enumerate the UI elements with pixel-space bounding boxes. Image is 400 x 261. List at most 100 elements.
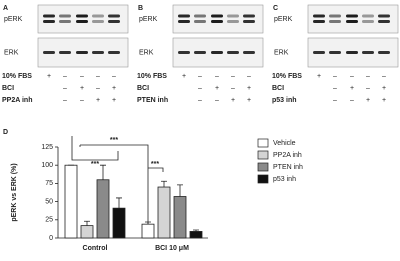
row-label: 10% FBS	[137, 73, 167, 80]
sign: –	[247, 73, 251, 80]
error-bar	[193, 229, 199, 232]
band	[211, 14, 223, 18]
band	[313, 51, 325, 54]
error-bar	[161, 180, 167, 188]
sign: +	[182, 73, 186, 80]
sign: –	[63, 85, 67, 92]
band	[362, 14, 374, 18]
sign: +	[382, 97, 386, 104]
band	[329, 20, 341, 23]
band	[211, 51, 223, 54]
band	[329, 51, 341, 54]
sign: –	[198, 97, 202, 104]
sign: +	[247, 97, 251, 104]
band	[76, 14, 88, 18]
sign: –	[366, 85, 370, 92]
band-label: ERK	[4, 49, 19, 56]
sign: –	[350, 73, 354, 80]
row-label: p53 inh	[272, 97, 297, 104]
band	[43, 20, 55, 23]
band	[178, 20, 190, 23]
y-label: pERK vs ERK (%)	[11, 163, 18, 221]
bar	[80, 225, 94, 239]
band-label: pERK	[4, 16, 23, 23]
band	[108, 14, 120, 18]
sign: –	[96, 73, 100, 80]
blot-box	[172, 4, 264, 34]
band-label: ERK	[139, 49, 154, 56]
bar	[189, 231, 203, 239]
bar	[157, 186, 171, 239]
band	[378, 51, 390, 54]
sign: –	[231, 85, 235, 92]
band	[76, 20, 88, 23]
bar	[64, 164, 78, 239]
band	[43, 51, 55, 54]
band	[108, 20, 120, 23]
annotation: ***	[110, 137, 118, 144]
panel-letter: D	[3, 129, 8, 136]
band	[43, 14, 55, 18]
bar	[141, 223, 155, 239]
row-label: 10% FBS	[272, 73, 302, 80]
sign: –	[215, 97, 219, 104]
band	[59, 14, 71, 18]
band	[211, 20, 223, 23]
band	[194, 51, 206, 54]
band-label: pERK	[139, 16, 158, 23]
y-tick-label: 25	[45, 217, 53, 224]
sign: +	[247, 85, 251, 92]
bar	[112, 207, 126, 239]
error-bar	[177, 184, 183, 197]
band	[346, 51, 358, 54]
band	[346, 14, 358, 18]
legend-swatch	[257, 162, 269, 172]
band	[313, 14, 325, 18]
row-label: BCI	[137, 85, 149, 92]
sign: –	[96, 85, 100, 92]
band	[92, 51, 104, 54]
annotation: ***	[151, 161, 159, 168]
band	[59, 51, 71, 54]
sign: –	[63, 97, 67, 104]
sign: +	[350, 85, 354, 92]
brackets	[71, 136, 164, 228]
band	[108, 51, 120, 54]
row-label: BCI	[2, 85, 14, 92]
band	[362, 51, 374, 54]
band	[194, 20, 206, 23]
y-tick-label: 100	[41, 162, 53, 169]
sign: +	[231, 97, 235, 104]
bar	[173, 196, 187, 239]
sign: –	[231, 73, 235, 80]
blot-box	[307, 4, 399, 34]
band	[178, 14, 190, 18]
band-label: pERK	[274, 16, 293, 23]
error-bar	[145, 221, 151, 225]
band	[243, 51, 255, 54]
band	[346, 20, 358, 23]
band	[243, 14, 255, 18]
legend-label: p53 inh	[273, 176, 296, 183]
sign: –	[198, 85, 202, 92]
sign: –	[366, 73, 370, 80]
bar	[96, 179, 110, 239]
band	[92, 20, 104, 23]
band-label: ERK	[274, 49, 289, 56]
sign: +	[317, 73, 321, 80]
y-tick-label: 0	[49, 235, 53, 242]
bracket	[80, 144, 149, 228]
annotation: ***	[91, 161, 99, 168]
legend-label: Vehicle	[273, 140, 296, 147]
band	[92, 14, 104, 18]
sign: –	[112, 73, 116, 80]
legend-label: PP2A inh	[273, 152, 302, 159]
band	[313, 20, 325, 23]
band	[243, 20, 255, 23]
legend-swatch	[257, 150, 269, 160]
band	[227, 20, 239, 23]
band	[378, 14, 390, 18]
sign: –	[80, 97, 84, 104]
sign: –	[63, 73, 67, 80]
error-bar	[116, 197, 122, 209]
